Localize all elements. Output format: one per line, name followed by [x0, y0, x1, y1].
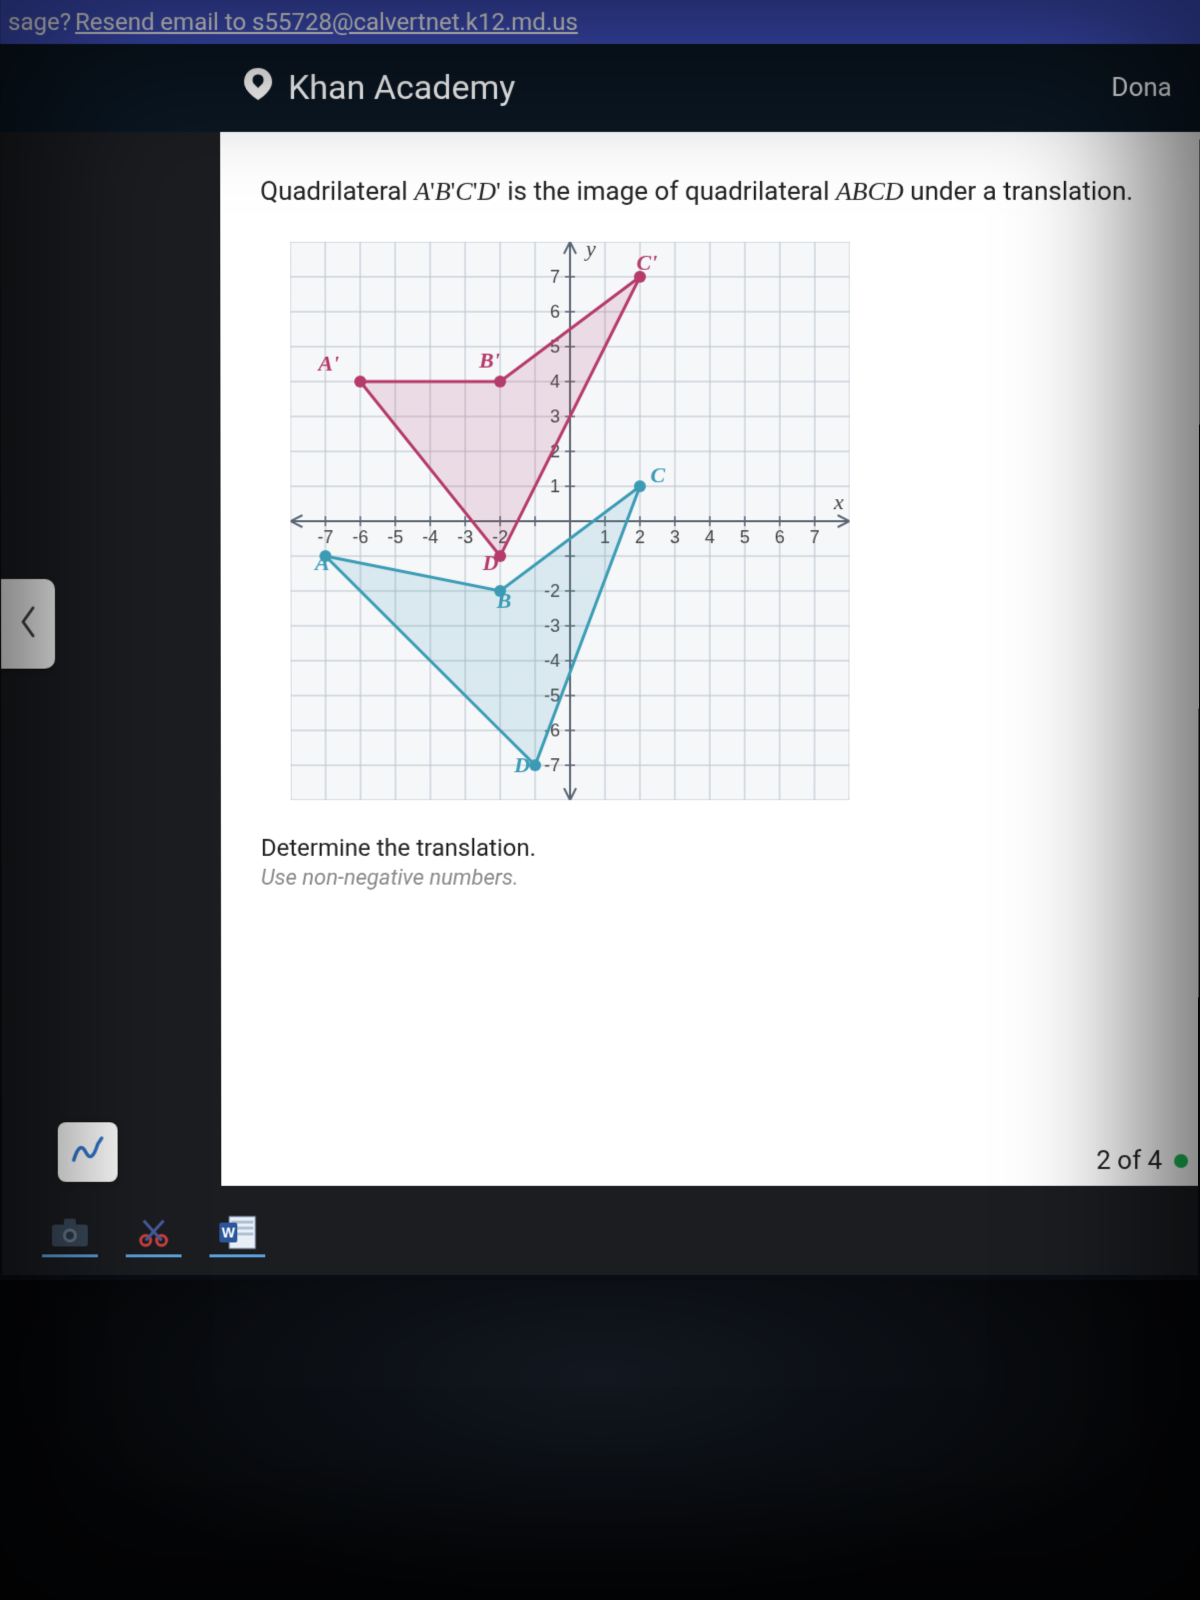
svg-text:y: y [584, 242, 596, 261]
progress-indicator: 2 of 4 [1096, 1146, 1188, 1176]
svg-text:6: 6 [775, 527, 785, 547]
word-app-icon[interactable]: W [209, 1210, 265, 1258]
prompt-mid: is the image of quadrilateral [501, 177, 836, 207]
prompt-prefix: Quadrilateral [260, 177, 414, 207]
svg-text:A': A' [316, 351, 339, 376]
svg-text:4: 4 [705, 527, 715, 547]
svg-text:x: x [833, 489, 844, 514]
svg-text:B: B [496, 588, 512, 613]
prev-nav-button[interactable] [1, 579, 55, 669]
svg-text:-7: -7 [544, 755, 560, 775]
chevron-left-icon [17, 604, 39, 644]
svg-text:-7: -7 [317, 527, 333, 547]
svg-text:3: 3 [670, 527, 680, 547]
leaf-icon [240, 65, 276, 110]
quad-preimage-name: ABCD [836, 177, 904, 206]
svg-text:6: 6 [550, 302, 560, 322]
svg-text:B': B' [478, 348, 500, 373]
svg-text:D: D [513, 752, 530, 777]
svg-text:C: C [650, 463, 665, 488]
progress-dot-icon [1174, 1154, 1188, 1168]
progress-text: 2 of 4 [1096, 1146, 1162, 1176]
resend-email-link[interactable]: Resend email to s55728@calvertnet.k12.md… [75, 8, 578, 36]
svg-text:7: 7 [550, 267, 560, 287]
svg-text:D': D' [482, 550, 505, 575]
svg-text:7: 7 [810, 527, 820, 547]
svg-text:-5: -5 [387, 527, 403, 547]
svg-text:W: W [222, 1224, 236, 1240]
svg-text:5: 5 [740, 527, 750, 547]
svg-text:A: A [313, 550, 330, 575]
svg-text:2: 2 [635, 527, 645, 547]
donate-link[interactable]: Dona [1111, 73, 1171, 103]
coordinate-graph: -7-6-5-4-3-212345671234567-2-3-4-5-6-7xy… [290, 242, 1159, 804]
banner-fragment: sage? [8, 8, 71, 36]
site-header: Khan Academy Dona [0, 44, 1200, 132]
quad-image-name: A'B'C'D' [414, 177, 501, 206]
instruction-hint: Use non-negative numbers. [261, 866, 1159, 891]
svg-text:1: 1 [550, 476, 560, 496]
camera-app-icon[interactable] [42, 1210, 98, 1258]
prompt-suffix: under a translation. [904, 177, 1133, 207]
photo-dark-area [0, 1280, 1200, 1600]
svg-text:-3: -3 [457, 527, 473, 547]
brand-text: Khan Academy [288, 68, 515, 108]
exercise-panel: Quadrilateral A'B'C'D' is the image of q… [220, 132, 1200, 1186]
svg-text:C': C' [636, 250, 657, 275]
question-prompt: Quadrilateral A'B'C'D' is the image of q… [260, 172, 1160, 212]
os-taskbar: W [42, 1204, 265, 1264]
notification-banner: sage? Resend email to s55728@calvertnet.… [0, 0, 1200, 44]
instructions-block: Determine the translation. Use non-negat… [261, 834, 1159, 891]
scratchpad-button[interactable] [58, 1122, 118, 1182]
brand-logo[interactable]: Khan Academy [240, 65, 515, 110]
snip-app-icon[interactable] [126, 1210, 182, 1258]
svg-text:-6: -6 [352, 527, 368, 547]
svg-text:-4: -4 [422, 527, 438, 547]
instruction-main: Determine the translation. [261, 834, 1159, 862]
squiggle-icon [68, 1130, 108, 1174]
